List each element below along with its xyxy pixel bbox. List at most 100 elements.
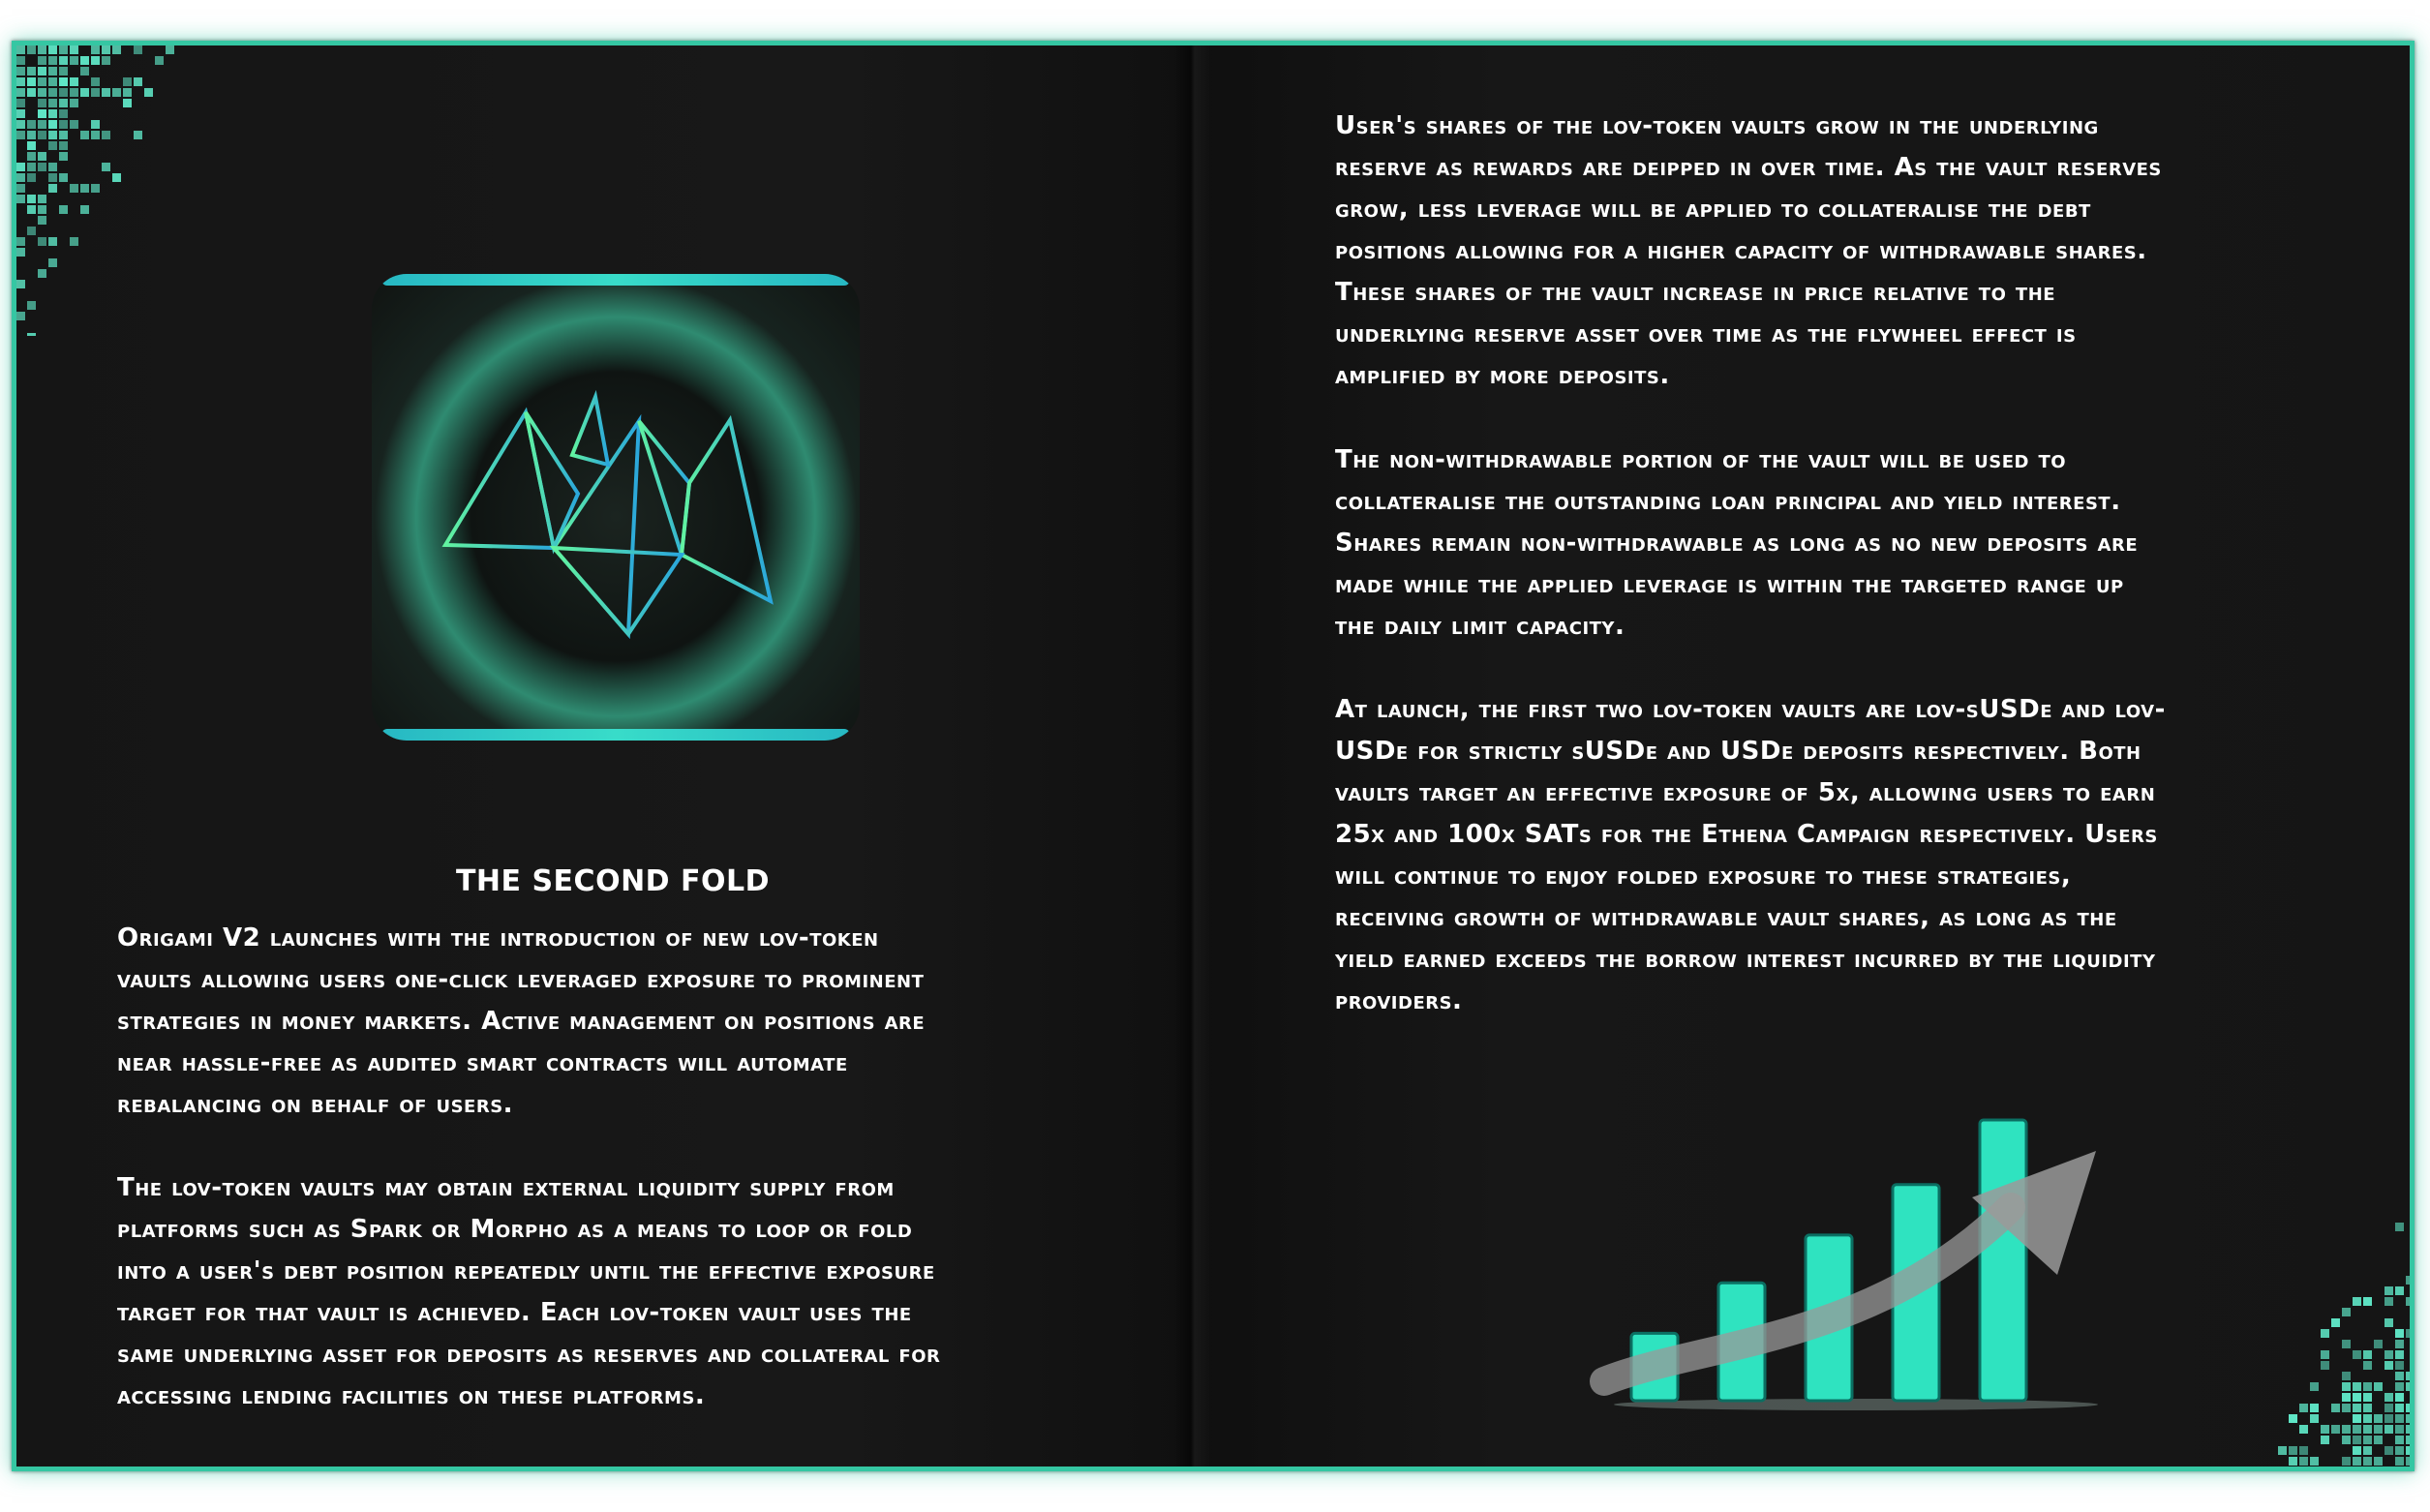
pixel-block <box>2363 1414 2372 1423</box>
pixel-block <box>27 131 36 139</box>
paragraph-line: will continue to enjoy folded exposure t… <box>1335 862 2072 891</box>
pixel-block <box>134 131 142 139</box>
pixel-block <box>2331 1318 2340 1327</box>
left-paragraph-2: The lov-token vaults may obtain external… <box>117 1167 940 1417</box>
right-paragraph-2: The non-withdrawable portion of the vaul… <box>1335 439 2138 648</box>
pixel-block <box>38 99 46 107</box>
pixel-block <box>59 141 68 150</box>
pixel-block <box>2353 1446 2361 1455</box>
pixel-block <box>80 184 89 193</box>
pixel-block <box>80 131 89 139</box>
pixel-block <box>59 77 68 86</box>
chart-bar <box>1978 1118 2028 1403</box>
pixel-pattern-decoration-top-left <box>16 45 174 336</box>
pixel-block <box>2395 1286 2404 1295</box>
pixel-block <box>16 77 25 86</box>
pixel-block <box>2353 1382 2361 1391</box>
pixel-block <box>48 109 57 118</box>
pixel-block <box>38 163 46 171</box>
pixel-block <box>16 312 25 320</box>
book-spread: THE SECOND FOLD Origami V2 launches with… <box>12 41 2415 1471</box>
pixel-block <box>2310 1414 2319 1423</box>
pixel-block <box>48 173 57 182</box>
pixel-block <box>2374 1425 2383 1434</box>
pixel-block <box>2353 1350 2361 1359</box>
pixel-block <box>38 120 46 129</box>
pixel-block <box>38 131 46 139</box>
pixel-block <box>16 88 25 97</box>
pixel-block <box>2374 1382 2383 1391</box>
pixel-block <box>2395 1404 2404 1412</box>
pixel-block <box>2406 1404 2410 1412</box>
pixel-block <box>91 77 100 86</box>
paragraph-line: positions allowing for a higher capacity… <box>1335 236 2147 265</box>
pixel-block <box>2384 1297 2393 1306</box>
pixel-block <box>2395 1393 2404 1402</box>
pixel-block <box>38 205 46 214</box>
pixel-block <box>2395 1350 2404 1359</box>
origami-logo-card <box>372 274 860 741</box>
pixel-block <box>70 56 78 65</box>
pixel-block <box>2363 1425 2372 1434</box>
pixel-block <box>16 120 25 129</box>
paragraph-line: grow, less leverage will be applied to c… <box>1335 195 2091 224</box>
pixel-block <box>2289 1414 2297 1423</box>
pixel-block <box>27 152 36 161</box>
pixel-block <box>2395 1329 2404 1338</box>
pixel-block <box>2342 1457 2351 1466</box>
pixel-block <box>27 67 36 76</box>
pixel-block <box>2384 1404 2393 1412</box>
paragraph-line: reserve as rewards are deipped in over t… <box>1335 153 2162 182</box>
pixel-block <box>144 88 153 97</box>
pixel-block <box>59 67 68 76</box>
pixel-block <box>102 88 110 97</box>
pixel-block <box>38 67 46 76</box>
paragraph-line: These shares of the vault increase in pr… <box>1335 278 2056 307</box>
pixel-block <box>38 88 46 97</box>
origami-mountain-logo-icon <box>441 389 774 640</box>
paragraph-line: the daily limit capacity. <box>1335 612 1625 641</box>
pixel-block <box>112 88 121 97</box>
paragraph-line: vaults target an effective exposure of 5… <box>1335 778 2156 807</box>
pixel-block <box>2395 1223 2404 1231</box>
pixel-block <box>2374 1457 2383 1466</box>
pixel-block <box>27 173 36 182</box>
pixel-block <box>38 109 46 118</box>
pixel-block <box>16 109 25 118</box>
pixel-block <box>2384 1414 2393 1423</box>
pixel-block <box>48 141 57 150</box>
pixel-block <box>59 120 68 129</box>
pixel-block <box>2374 1340 2383 1348</box>
pixel-block <box>2406 1425 2410 1434</box>
pixel-block <box>2363 1393 2372 1402</box>
pixel-block <box>2353 1297 2361 1306</box>
pixel-block <box>2299 1457 2308 1466</box>
pixel-block <box>2363 1350 2372 1359</box>
paragraph-line: User's shares of the lov-token vaults gr… <box>1335 111 2099 140</box>
pixel-block <box>2363 1446 2372 1455</box>
pixel-block <box>59 88 68 97</box>
pixel-block <box>102 163 110 171</box>
pixel-block <box>48 99 57 107</box>
pixel-block <box>38 195 46 203</box>
pixel-block <box>16 67 25 76</box>
pixel-block <box>2363 1382 2372 1391</box>
pixel-block <box>2342 1382 2351 1391</box>
right-paragraph-3: At launch, the first two lov-token vault… <box>1335 689 2166 1022</box>
pixel-block <box>70 120 78 129</box>
pixel-block <box>2384 1350 2393 1359</box>
pixel-block <box>91 120 100 129</box>
pixel-block <box>123 77 132 86</box>
pixel-block <box>48 88 57 97</box>
pixel-block <box>2384 1318 2393 1327</box>
pixel-block <box>2342 1436 2351 1444</box>
pixel-block <box>2353 1393 2361 1402</box>
pixel-block <box>16 45 25 54</box>
pixel-block <box>59 173 68 182</box>
pixel-block <box>48 163 57 171</box>
pixel-block <box>155 56 164 65</box>
paragraph-line: vaults allowing users one-click leverage… <box>117 965 925 994</box>
pixel-block <box>27 227 36 235</box>
pixel-block <box>2289 1457 2297 1466</box>
pixel-block <box>2395 1425 2404 1434</box>
